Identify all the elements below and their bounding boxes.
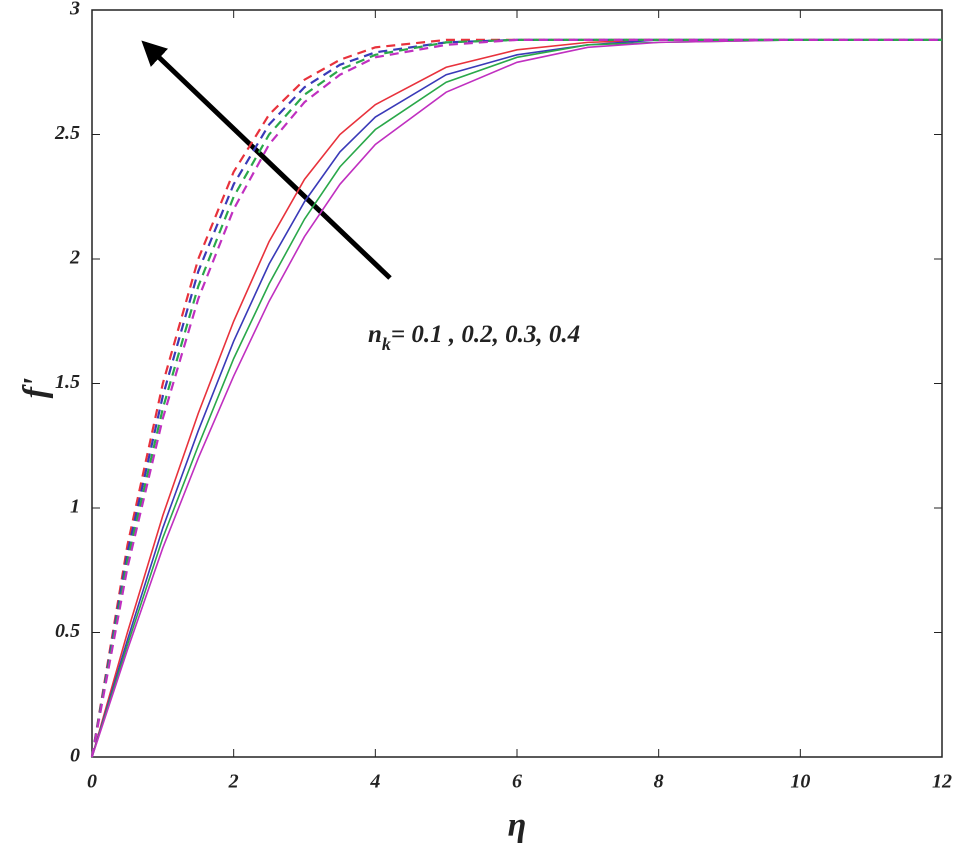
x-axis-label: η	[508, 807, 527, 844]
y-tick-label: 0.5	[55, 620, 80, 642]
series-line	[90, 38, 942, 758]
series-line	[91, 39, 942, 758]
annotation-subscript: k	[382, 334, 391, 354]
y-tick-label: 1	[70, 496, 80, 518]
x-tick-label: 2	[228, 771, 239, 793]
y-tick-label: 2.5	[54, 122, 80, 144]
annotation-base: n	[368, 321, 382, 348]
x-tick-label: 10	[790, 771, 810, 793]
y-tick-label: 2	[69, 247, 80, 269]
x-tick-label: 4	[369, 771, 380, 793]
x-tick-label: 8	[654, 771, 664, 793]
x-tick-label: 0	[87, 771, 97, 793]
y-tick-label: 3	[69, 0, 80, 20]
annotation: nk= 0.1 , 0.2, 0.3, 0.4	[368, 321, 580, 354]
y-axis-label: f'	[17, 378, 54, 399]
series-line	[91, 39, 942, 758]
y-tick-label: 0	[70, 745, 80, 767]
annotation-text: = 0.1 , 0.2, 0.3, 0.4	[391, 321, 580, 348]
series-line	[90, 38, 942, 758]
arrow	[141, 40, 392, 280]
series-line	[90, 38, 942, 758]
y-tick-label: 1.5	[55, 371, 80, 393]
plot-frame	[91, 9, 943, 758]
series-line	[90, 38, 942, 758]
x-tick-label: 12	[932, 771, 952, 793]
series-line	[91, 39, 942, 758]
series-line	[91, 39, 942, 758]
x-tick-label: 6	[512, 771, 522, 793]
